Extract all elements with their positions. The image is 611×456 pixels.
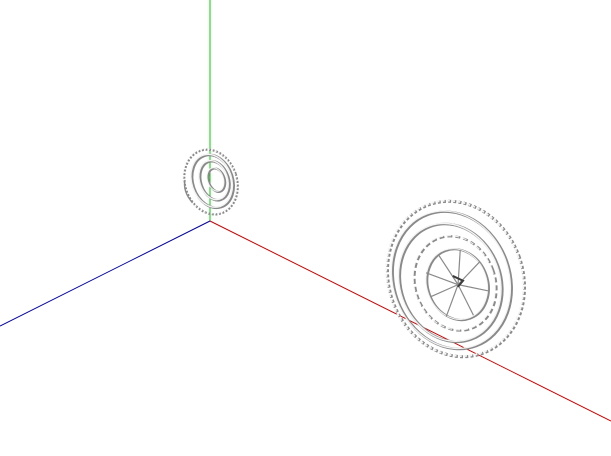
mesh-highlight — [373, 194, 530, 365]
large-gear-spoke — [439, 253, 458, 288]
large-gear-spoke — [458, 283, 473, 316]
large-gear-spoke — [426, 264, 458, 294]
large-gear-assembly[interactable] — [365, 181, 546, 377]
mesh-highlight — [382, 209, 517, 356]
large-gear-outer-rim — [374, 195, 531, 366]
axes-gizmo — [0, 0, 611, 421]
z-axis-line — [0, 221, 210, 326]
x-axis-line — [210, 221, 611, 421]
